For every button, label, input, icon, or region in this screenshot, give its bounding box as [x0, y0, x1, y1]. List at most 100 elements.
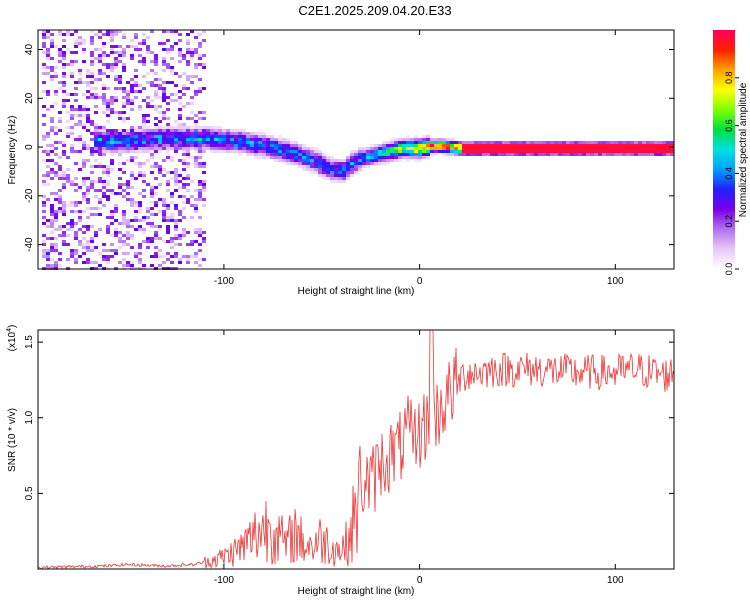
spectrogram-cell — [118, 240, 122, 243]
spectrogram-cell — [334, 159, 338, 162]
spectrogram-cell — [58, 234, 62, 237]
spectrogram-cell — [82, 51, 86, 54]
spectrogram-cell — [90, 180, 94, 183]
spectrogram-cell — [154, 60, 158, 63]
spectrogram-cell — [666, 144, 670, 147]
spectrogram-cell — [254, 135, 258, 138]
spectrogram-cell — [574, 150, 578, 153]
spectrogram-cell — [86, 207, 90, 210]
spectrogram-cell — [126, 183, 130, 186]
spectrogram-cell — [198, 132, 202, 135]
spectrogram-cell — [190, 132, 194, 135]
spectrogram-cell — [526, 141, 530, 144]
spectrogram-cell — [130, 57, 134, 60]
spectrogram-cell — [102, 255, 106, 258]
spectrogram-cell — [634, 141, 638, 144]
spectrogram-cell — [82, 42, 86, 45]
spectrogram-cell — [54, 174, 58, 177]
spectrogram-cell — [66, 135, 70, 138]
spectrogram-cell — [318, 153, 322, 156]
spectrogram-cell — [582, 141, 586, 144]
spectrogram-cell — [266, 138, 270, 141]
spectrogram-cell — [342, 180, 346, 183]
figure-title: C2E1.2025.209.04.20.E33 — [298, 3, 451, 18]
spectrogram-cell — [98, 264, 102, 267]
spectrogram-cell — [150, 138, 154, 141]
spectrogram-cell — [482, 141, 486, 144]
spectrogram-cell — [302, 156, 306, 159]
spectrogram-cell — [482, 153, 486, 156]
spectrogram-cell — [398, 153, 402, 156]
spectrogram-cell — [134, 69, 138, 72]
spectrogram-cell — [118, 183, 122, 186]
spectrogram-cell — [158, 96, 162, 99]
spectrogram-cell — [166, 108, 170, 111]
spectrogram-cell — [174, 252, 178, 255]
spectrogram-cell — [286, 162, 290, 165]
spectrogram-cell — [214, 147, 218, 150]
spectrogram-cell — [550, 147, 554, 150]
spectrogram-cell — [102, 147, 106, 150]
spectrogram-cell — [82, 105, 86, 108]
spectrogram-cell — [154, 84, 158, 87]
spectrogram-cell — [142, 189, 146, 192]
spectrogram-cell — [118, 132, 122, 135]
spectrogram-cell — [166, 252, 170, 255]
spectrogram-cell — [118, 30, 122, 33]
spectrogram-cell — [194, 150, 198, 153]
spectrogram-cell — [202, 231, 206, 234]
spectrogram-cell — [622, 153, 626, 156]
spectrogram-cell — [498, 153, 502, 156]
spectrogram-cell — [190, 111, 194, 114]
spectrogram-cell — [194, 144, 198, 147]
spectrogram-cell — [186, 261, 190, 264]
spectrogram-cell — [82, 195, 86, 198]
spectrogram-cell — [134, 252, 138, 255]
spectrogram-cell — [114, 87, 118, 90]
spectrogram-cell — [90, 75, 94, 78]
spectrogram-cell — [166, 51, 170, 54]
spectrogram-cell — [138, 60, 142, 63]
spectrogram-cell — [98, 189, 102, 192]
spectrogram-cell — [642, 141, 646, 144]
spectrogram-cell — [306, 162, 310, 165]
spectrogram-cell — [158, 171, 162, 174]
spectrogram-cell — [54, 141, 58, 144]
spectrogram-cell — [170, 237, 174, 240]
spectrogram-cell — [222, 141, 226, 144]
spectrogram-cell — [62, 90, 66, 93]
spectrogram-cell — [194, 204, 198, 207]
spectrogram-cell — [138, 141, 142, 144]
spectrogram-cell — [458, 153, 462, 156]
spectrogram-cell — [590, 141, 594, 144]
spectrogram-cell — [42, 30, 46, 33]
spectrogram-cell — [102, 132, 106, 135]
spectrogram-cell — [190, 180, 194, 183]
spectrogram-cell — [394, 147, 398, 150]
spectrogram-cell — [358, 168, 362, 171]
spectrogram-cell — [70, 72, 74, 75]
spectrogram-cell — [78, 114, 82, 117]
spectrogram-cell — [238, 144, 242, 147]
spectrogram-cell — [306, 159, 310, 162]
spectrogram-cell — [58, 165, 62, 168]
spectrogram-cell — [670, 153, 674, 156]
spectrogram-cell — [126, 237, 130, 240]
spectrogram-cell — [162, 138, 166, 141]
spectrogram-cell — [282, 147, 286, 150]
spectrogram-cell — [202, 180, 206, 183]
spectrogram-cell — [46, 258, 50, 261]
spectrogram-cell — [150, 147, 154, 150]
spectrogram-cell — [178, 234, 182, 237]
spectrogram-cell — [62, 75, 66, 78]
spectrogram-cell — [62, 102, 66, 105]
spectrogram-cell — [66, 234, 70, 237]
spectrogram-cell — [526, 153, 530, 156]
spectrogram-cell — [330, 180, 334, 183]
spectrogram-cell — [94, 105, 98, 108]
spectrogram-cell — [642, 144, 646, 147]
spectrogram-cell — [78, 135, 82, 138]
snr-line — [37, 329, 675, 570]
spectrogram-cell — [390, 150, 394, 153]
spectrogram-cell — [174, 147, 178, 150]
